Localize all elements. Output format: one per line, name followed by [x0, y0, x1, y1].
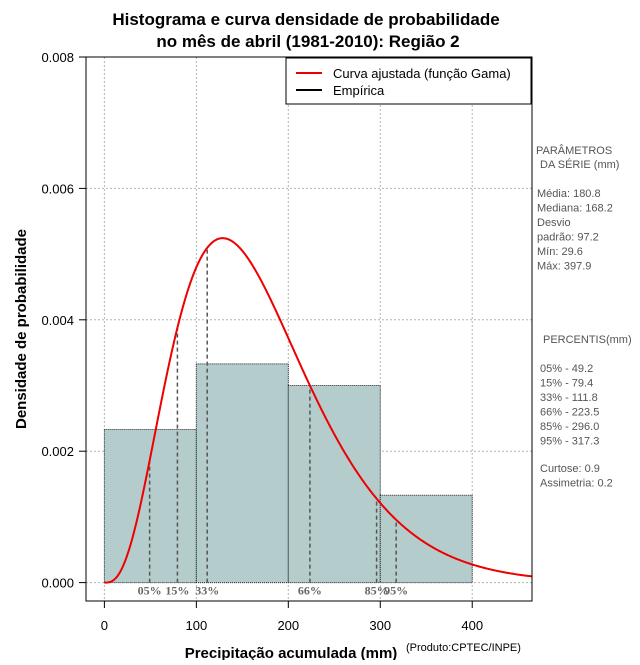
percentil-line-5: 95% - 317.3: [540, 436, 599, 448]
percentil-line-3: 66% - 223.5: [540, 407, 599, 419]
percentile-label-85%: 85%: [365, 584, 389, 598]
extra-stats-list: Curtose: 0.9 Assimetria: 0.2: [540, 463, 613, 490]
x-tick-label-0: 0: [101, 618, 108, 633]
chart-title-line1: Histograma e curva densidade de probabil…: [112, 10, 499, 29]
histogram-bar-1: [195, 363, 289, 584]
x-tick-label-4: 400: [461, 618, 483, 633]
percentil-line-4: 85% - 296.0: [540, 421, 599, 433]
stat-line-3: padrão: 97.2: [537, 232, 599, 244]
y-tick-label-4: 0.008: [41, 50, 74, 65]
stat-line-4: Mín: 29.6: [537, 246, 583, 258]
extra-line-0: Curtose: 0.9: [540, 463, 600, 475]
stat-line-2: Desvio: [537, 217, 571, 229]
percentile-label-33%: 33%: [195, 584, 219, 598]
percentis-list: 05% - 49.2 15% - 79.4 33% - 111.8 66% - 223…: [540, 363, 599, 448]
x-axis-label: Precipitação acumulada (mm): [185, 645, 398, 660]
legend-box: [285, 57, 532, 105]
percentile-label-95%: 95%: [384, 584, 408, 598]
legend-label-empirical: Empírica: [333, 83, 385, 98]
percentile-label-05%: 05%: [138, 584, 162, 598]
legend-label-fitted: Curva ajustada (função Gama): [333, 66, 511, 81]
y-tick-label-1: 0.002: [41, 444, 74, 459]
stats-list: Média: 180.8 Mediana: 168.2 Desvio padrão: …: [537, 188, 613, 273]
y-tick-label-0: 0.000: [41, 576, 74, 591]
percentil-line-0: 05% - 49.2: [540, 363, 593, 375]
x-tick-label-3: 300: [369, 618, 391, 633]
credit-label: (Produto:CPTEC/INPE): [406, 642, 521, 654]
params-title-1: PARÂMETROS: [536, 144, 612, 157]
legend: Curva ajustada (função Gama) Empírica: [285, 57, 532, 105]
stat-line-5: Máx: 397.9: [537, 261, 591, 273]
fitted-curve-layer: [104, 237, 533, 584]
extra-line-1: Assimetria: 0.2: [540, 478, 613, 490]
stat-line-1: Mediana: 168.2: [537, 203, 613, 215]
percentis-title: PERCENTIS(mm): [543, 334, 632, 346]
y-tick-label-2: 0.004: [41, 313, 74, 328]
percentile-markers: 05% 15% 33% 66% 85%95%: [138, 247, 408, 598]
histogram-bar-3: [379, 494, 473, 584]
side-panel: PARÂMETROS DA SÉRIE (mm) Média: 180.8 Med…: [536, 144, 632, 490]
x-tick-label-2: 200: [277, 618, 299, 633]
percentile-label-15%: 15%: [165, 584, 189, 598]
stat-line-0: Média: 180.8: [537, 188, 601, 200]
percentil-line-1: 15% - 79.4: [540, 378, 593, 390]
y-axis: 0.000 0.002 0.004 0.006 0.008: [41, 50, 87, 591]
percentil-line-2: 33% - 111.8: [540, 392, 598, 404]
fitted-gamma-curve: [104, 237, 533, 584]
y-tick-label-3: 0.006: [41, 181, 74, 196]
params-title-2: DA SÉRIE (mm): [540, 158, 619, 171]
x-tick-label-1: 100: [185, 618, 207, 633]
chart-title-line2: no mês de abril (1981-2010): Região 2: [156, 32, 459, 51]
y-axis-label: Densidade de probabilidade: [13, 229, 30, 429]
percentile-label-66%: 66%: [298, 584, 322, 598]
x-axis: 0 100 200 300 400: [101, 600, 483, 633]
histogram-bars: [103, 363, 473, 584]
